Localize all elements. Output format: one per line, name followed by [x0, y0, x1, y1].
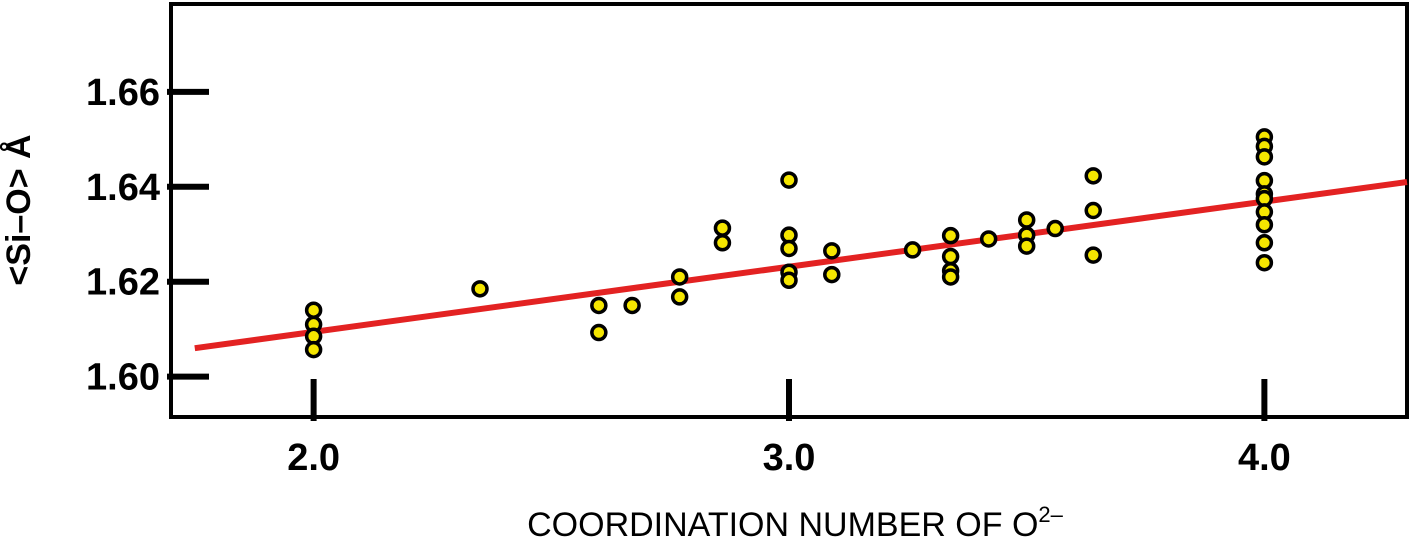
- data-point: [1084, 201, 1102, 220]
- y-tick-label: 1.66: [86, 72, 160, 114]
- data-point: [1255, 148, 1274, 166]
- regression-line: [194, 179, 1408, 352]
- x-tick-label: 4.0: [1238, 437, 1291, 479]
- y-tick-label: 1.60: [86, 357, 160, 399]
- y-axis-title: <Si–O> Å: [0, 134, 38, 285]
- data-point: [1255, 253, 1274, 272]
- y-tick-label: 1.62: [86, 262, 160, 304]
- data-point: [713, 219, 732, 237]
- data-point: [304, 301, 323, 319]
- x-tick-label: 3.0: [763, 437, 816, 479]
- x-axis-title: COORDINATION NUMBER OF O2–: [527, 502, 1064, 539]
- data-point: [590, 323, 608, 342]
- data-point: [941, 226, 960, 245]
- plot-frame: [169, 2, 1409, 419]
- x-axis-title-superscript: 2–: [1038, 502, 1063, 527]
- x-tick-label: 2.0: [287, 437, 340, 479]
- data-point: [590, 296, 608, 315]
- data-points: [304, 128, 1274, 359]
- data-point: [903, 241, 922, 259]
- data-point: [1017, 237, 1036, 255]
- data-point: [1084, 246, 1102, 264]
- data-point: [780, 171, 798, 189]
- y-tick-label: 1.64: [86, 167, 160, 209]
- y-axis-ticks: 1.60 1.62 1.64 1.66: [86, 72, 209, 399]
- data-point: [780, 271, 798, 290]
- data-point: [941, 247, 960, 266]
- data-point: [623, 296, 641, 315]
- data-point: [670, 288, 689, 306]
- data-point: [823, 242, 841, 260]
- data-point: [471, 280, 489, 298]
- data-point: [1255, 234, 1274, 252]
- data-point: [1084, 167, 1102, 185]
- data-point: [1255, 215, 1274, 234]
- data-point: [941, 268, 960, 286]
- data-point: [780, 239, 798, 258]
- data-point: [979, 230, 998, 248]
- data-point: [1017, 211, 1036, 229]
- data-point: [304, 340, 323, 359]
- data-point: [713, 234, 732, 252]
- data-point: [1046, 219, 1064, 238]
- x-axis-ticks: 2.0 3.0 4.0: [287, 379, 1291, 479]
- data-point: [823, 265, 841, 284]
- data-point: [670, 268, 689, 286]
